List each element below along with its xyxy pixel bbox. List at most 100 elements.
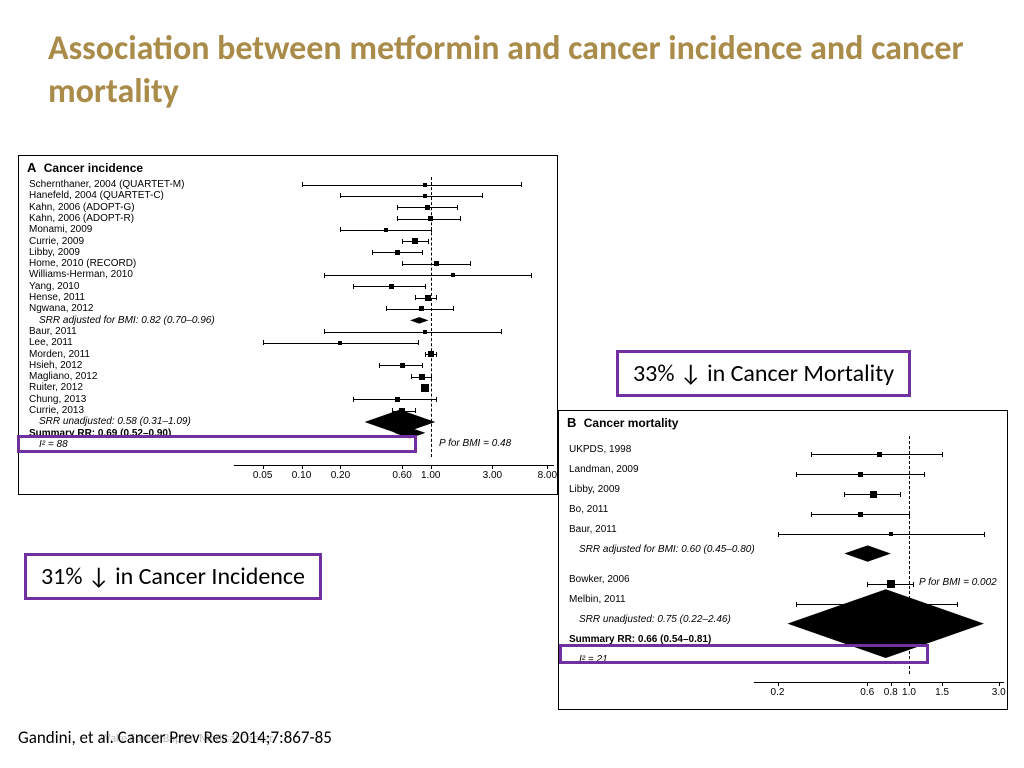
point-estimate xyxy=(858,472,863,477)
ci-tick xyxy=(397,216,398,221)
axis-label: 0.60 xyxy=(392,470,411,481)
study-label: Morden, 2011 xyxy=(29,349,90,360)
point-estimate xyxy=(451,273,455,277)
ci-tick xyxy=(302,182,303,187)
axis-label: 8.00 xyxy=(538,470,557,481)
point-estimate xyxy=(887,580,895,588)
ci-tick xyxy=(811,452,812,457)
plot-b-letter: B xyxy=(567,415,580,430)
study-label: Williams-Herman, 2010 xyxy=(29,269,133,280)
axis-tick xyxy=(909,682,910,686)
ci-line xyxy=(324,275,531,276)
plot-b-title: B Cancer mortality xyxy=(559,411,1007,432)
ci-tick xyxy=(811,512,812,517)
ci-tick xyxy=(340,227,341,232)
point-estimate xyxy=(412,238,418,244)
ci-line xyxy=(340,196,482,197)
axis-label: 1.5 xyxy=(935,687,949,698)
ci-tick xyxy=(415,408,416,413)
study-label: SRR adjusted for BMI: 0.82 (0.70–0.96) xyxy=(39,315,215,326)
plot-a-body: Schernthaner, 2004 (QUARTET-M)Hanefeld, … xyxy=(19,177,557,493)
point-estimate xyxy=(421,384,429,392)
ci-tick xyxy=(796,472,797,477)
study-label: Ngwana, 2012 xyxy=(29,303,94,314)
ci-tick xyxy=(431,374,432,379)
point-estimate xyxy=(400,363,405,368)
study-label: Currie, 2013 xyxy=(29,405,84,416)
ci-tick xyxy=(909,512,910,517)
axis-tick xyxy=(302,465,303,469)
study-label: Lee, 2011 xyxy=(29,337,73,348)
ci-tick xyxy=(457,205,458,210)
ci-tick xyxy=(453,306,454,311)
p-value-text: P for BMI = 0.48 xyxy=(439,438,511,449)
ci-tick xyxy=(340,193,341,198)
ci-tick xyxy=(470,261,471,266)
study-label: Magliano, 2012 xyxy=(29,371,97,382)
ci-tick xyxy=(436,397,437,402)
axis-label: 0.6 xyxy=(860,687,874,698)
summary-highlight xyxy=(559,644,929,664)
study-label: Home, 2010 (RECORD) xyxy=(29,258,136,269)
ci-tick xyxy=(867,582,868,587)
ci-tick xyxy=(501,329,502,334)
study-label: Baur, 2011 xyxy=(569,524,617,535)
ci-tick xyxy=(418,340,419,345)
ci-tick xyxy=(372,250,373,255)
ci-tick xyxy=(900,492,901,497)
ci-tick xyxy=(913,582,914,587)
point-estimate xyxy=(425,205,430,210)
ci-tick xyxy=(482,193,483,198)
study-label: Hanefeld, 2004 (QUARTET-C) xyxy=(29,190,164,201)
ci-tick xyxy=(397,205,398,210)
summary-diamond xyxy=(844,546,891,562)
point-estimate xyxy=(423,330,427,334)
study-label: SRR unadjusted: 0.58 (0.31–1.09) xyxy=(39,416,191,427)
ci-tick xyxy=(324,273,325,278)
study-label: Currie, 2009 xyxy=(29,236,84,247)
study-label: Baur, 2011 xyxy=(29,326,77,337)
ci-tick xyxy=(402,261,403,266)
axis-tick xyxy=(340,465,341,469)
forest-plot-incidence: A Cancer incidence Schernthaner, 2004 (Q… xyxy=(18,155,558,495)
point-estimate xyxy=(877,452,882,457)
ci-line xyxy=(324,332,501,333)
study-label: Bo, 2011 xyxy=(569,504,608,515)
point-estimate xyxy=(419,374,425,380)
ci-tick xyxy=(436,295,437,300)
ci-tick xyxy=(521,182,522,187)
summary-diamond xyxy=(411,317,429,323)
ci-tick xyxy=(844,492,845,497)
ci-tick xyxy=(324,329,325,334)
axis-tick xyxy=(492,465,493,469)
point-estimate xyxy=(395,250,400,255)
ci-tick xyxy=(263,340,264,345)
ci-tick xyxy=(386,306,387,311)
study-label: Monami, 2009 xyxy=(29,224,92,235)
axis-label: 1.0 xyxy=(902,687,916,698)
study-label: Kahn, 2006 (ADOPT-G) xyxy=(29,202,135,213)
ci-tick xyxy=(353,397,354,402)
study-label: Bowker, 2006 xyxy=(569,574,630,585)
axis-label: 0.8 xyxy=(884,687,898,698)
ci-tick xyxy=(531,273,532,278)
study-label: Hsieh, 2012 xyxy=(29,360,82,371)
axis-label: 3.0 xyxy=(992,687,1006,698)
ci-tick xyxy=(415,295,416,300)
ci-tick xyxy=(778,532,779,537)
axis-label: 0.05 xyxy=(253,470,272,481)
ci-tick xyxy=(425,352,426,357)
forest-plot-mortality: B Cancer mortality UKPDS, 1998Landman, 2… xyxy=(558,410,1008,710)
slide-title: Association between metformin and cancer… xyxy=(48,28,976,113)
axis-tick xyxy=(891,682,892,686)
axis-label: 1.00 xyxy=(421,470,440,481)
ci-tick xyxy=(353,284,354,289)
point-estimate xyxy=(395,397,400,402)
point-estimate xyxy=(858,512,863,517)
ci-line xyxy=(302,185,521,186)
ci-tick xyxy=(957,602,958,607)
study-label: Hense, 2011 xyxy=(29,292,85,303)
ci-tick xyxy=(422,250,423,255)
summary-highlight xyxy=(17,435,417,453)
study-label: SRR unadjusted: 0.75 (0.22–2.46) xyxy=(579,614,731,625)
